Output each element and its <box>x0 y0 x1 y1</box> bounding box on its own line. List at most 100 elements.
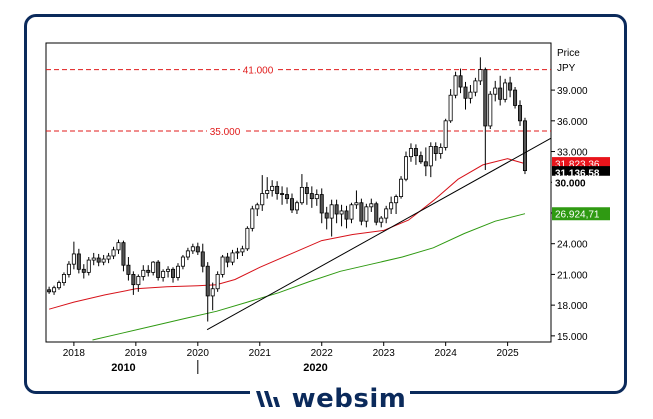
candle-body-56 <box>324 212 329 219</box>
candle-body-17 <box>131 274 136 286</box>
brand-name: websim <box>291 384 407 414</box>
candle-body-11 <box>101 258 106 263</box>
y-axis-title-line-1: Price <box>557 48 580 59</box>
candle-body-33 <box>210 288 215 297</box>
ma-red-line <box>48 158 526 310</box>
candle-body-71 <box>399 178 404 197</box>
resistance-label-bg-0 <box>240 63 276 76</box>
candle-body-84 <box>463 86 468 99</box>
candle-body-22 <box>156 261 161 278</box>
candle-body-80 <box>443 120 448 148</box>
candle-body-63 <box>359 202 364 222</box>
y-tick-label-2: 21.000 <box>557 270 588 281</box>
candle-body-70 <box>394 196 399 204</box>
candle-body-77 <box>428 146 433 167</box>
candle-body-38 <box>235 251 240 254</box>
candle-body-86 <box>473 80 478 93</box>
candle-body-66 <box>374 203 379 223</box>
candle-body-64 <box>364 206 369 222</box>
candle-body-6 <box>76 253 81 270</box>
trendline <box>206 137 552 331</box>
candle-body-95 <box>518 105 523 122</box>
y-axis-title-line-2: JPY <box>557 63 576 74</box>
candle-body-81 <box>448 94 453 122</box>
y-tick-label-1: 18.000 <box>557 301 588 312</box>
candle-body-76 <box>423 161 428 167</box>
candle-body-7 <box>81 268 86 273</box>
candle-body-40 <box>245 227 250 250</box>
candle-body-49 <box>289 198 294 211</box>
candle-body-39 <box>240 248 245 253</box>
candle-body-87 <box>478 69 483 82</box>
level-30000-tag: 30.000 <box>555 178 586 189</box>
candle-body-59 <box>339 210 344 215</box>
x-tick-label-0: 2018 <box>63 348 86 359</box>
y-tick-label-8: 39.000 <box>557 86 588 97</box>
candle-body-94 <box>513 89 518 106</box>
candle-body-26 <box>175 265 180 278</box>
candle-body-25 <box>171 268 176 278</box>
candle-body-29 <box>190 246 195 252</box>
candle-body-20 <box>146 269 151 273</box>
ma-green-line <box>92 213 526 341</box>
x-tick-label-secondary-1: 2020 <box>303 362 327 374</box>
y-tick-label-7: 36.000 <box>557 117 588 128</box>
candle-body-21 <box>151 261 156 273</box>
candle-body-16 <box>126 264 131 275</box>
candle-body-50 <box>294 202 299 211</box>
candle-body-67 <box>379 217 384 223</box>
candle-body-9 <box>91 257 96 261</box>
candle-body-23 <box>161 270 166 278</box>
x-tick-label-7: 2025 <box>497 348 520 359</box>
x-tick-label-2: 2020 <box>187 348 210 359</box>
last-price-tag: 31.136,58 <box>555 169 600 180</box>
resistance-label-1: 35.000 <box>210 127 241 138</box>
x-tick-label-4: 2022 <box>311 348 334 359</box>
candle-body-55 <box>319 194 324 214</box>
candle-body-91 <box>498 87 503 100</box>
candle-body-0 <box>47 289 52 293</box>
candle-body-79 <box>438 147 443 154</box>
candle-body-51 <box>299 186 304 204</box>
candle-body-48 <box>285 194 290 200</box>
x-tick-label-secondary-0: 2010 <box>111 362 135 374</box>
candle-body-62 <box>354 202 359 206</box>
candle-body-8 <box>86 259 91 273</box>
candle-body-85 <box>468 91 473 99</box>
candle-body-10 <box>96 257 101 263</box>
resistance-label-0: 41.000 <box>243 66 274 77</box>
candle-body-14 <box>116 242 121 251</box>
candle-body-69 <box>389 202 394 210</box>
candle-body-12 <box>106 255 111 260</box>
candle-body-45 <box>270 185 275 191</box>
x-tick-label-5: 2023 <box>373 348 396 359</box>
y-tick-label-6: 33.000 <box>557 148 588 159</box>
level-30000-tag-bg <box>552 175 610 189</box>
candle-body-65 <box>369 203 374 208</box>
x-tick-label-1: 2019 <box>125 348 148 359</box>
candle-body-27 <box>180 256 185 267</box>
candle-body-93 <box>508 82 513 91</box>
candle-body-52 <box>304 186 309 194</box>
websim-logo-icon <box>255 391 280 407</box>
candle-body-68 <box>384 208 389 219</box>
candle-body-34 <box>215 274 220 290</box>
candle-body-96 <box>522 120 527 172</box>
candle-body-32 <box>205 265 210 297</box>
brand-footer: websim <box>250 382 410 416</box>
candle-body-31 <box>200 251 205 267</box>
y-tick-label-0: 15.000 <box>557 332 588 343</box>
candle-body-41 <box>250 208 255 229</box>
ma-red-tag: 31.823,36 <box>555 160 600 171</box>
candle-body-15 <box>121 242 126 266</box>
candle-body-46 <box>275 185 280 194</box>
candle-body-35 <box>220 256 225 275</box>
candle-body-72 <box>404 156 409 180</box>
ma-green-tag: 26.924,71 <box>555 210 600 221</box>
candle-body-36 <box>225 256 230 263</box>
candle-body-89 <box>488 93 493 127</box>
y-tick-label-3: 24.000 <box>557 240 588 251</box>
candle-body-57 <box>329 204 334 219</box>
candle-body-37 <box>230 252 235 263</box>
